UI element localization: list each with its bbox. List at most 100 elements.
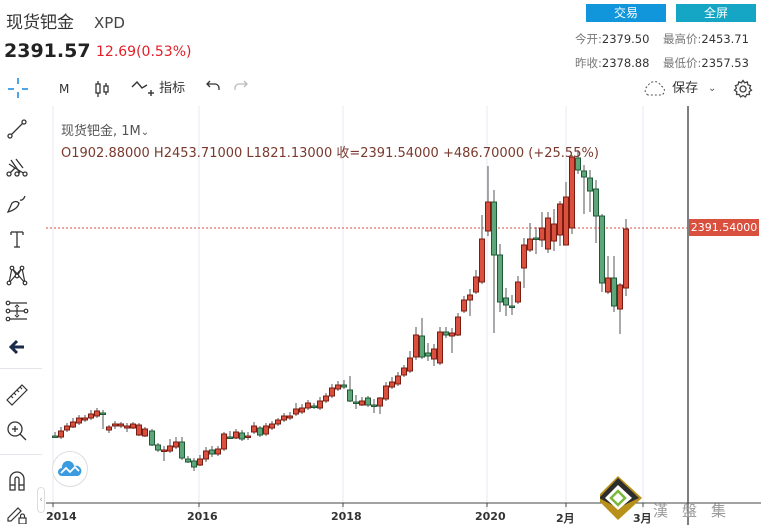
hide-toolbar-button[interactable] — [4, 334, 30, 360]
brush-tool[interactable] — [4, 191, 30, 217]
candle-up — [335, 381, 341, 391]
crosshair-tool-button[interactable] — [6, 76, 32, 102]
brush-icon — [6, 195, 26, 214]
candle-up — [118, 422, 124, 428]
candle-down — [353, 395, 359, 409]
magnet-tool[interactable] — [4, 468, 30, 494]
high-label: 最高价: — [663, 32, 702, 46]
candle-up — [527, 223, 533, 252]
candle-up — [136, 423, 142, 436]
candle-up — [359, 397, 365, 406]
candle-down — [365, 396, 371, 407]
candle-up — [437, 327, 443, 365]
candle-up — [221, 432, 227, 451]
settings-button[interactable] — [733, 76, 755, 102]
chart-toolbar: M 指标 保存 ⌄ — [0, 76, 761, 104]
candle-up — [173, 437, 179, 449]
redo-button[interactable] — [233, 76, 249, 102]
candle-up — [323, 393, 329, 403]
candle-up — [245, 432, 251, 440]
candle-up — [112, 421, 118, 429]
candle-down — [581, 165, 587, 214]
candle-up — [124, 423, 130, 432]
candle-up — [455, 313, 461, 336]
candle-down — [227, 431, 233, 439]
candle-up — [106, 425, 112, 433]
x-axis-label: 2018 — [331, 510, 362, 523]
text-tool[interactable] — [4, 226, 30, 252]
candle-up — [329, 384, 335, 398]
undo-icon — [206, 80, 220, 90]
ruler-tool[interactable] — [4, 382, 30, 408]
x-axis-label: 2月 — [556, 512, 575, 525]
price-chart[interactable] — [46, 106, 761, 525]
candle-up — [485, 166, 491, 236]
crosshair-icon — [8, 78, 28, 98]
redo-icon — [234, 80, 248, 90]
candle-down — [425, 343, 431, 361]
legend-title: 现货钯金, 1M — [61, 124, 141, 139]
candle-up — [94, 408, 100, 418]
save-dropdown-button[interactable]: ⌄ — [708, 76, 716, 102]
candle-up — [395, 372, 401, 386]
candle-up — [82, 415, 88, 422]
lock-drawings-tool[interactable] — [4, 500, 30, 525]
last-price-tag: 2391.54000 — [689, 219, 759, 236]
candle-up — [401, 365, 407, 377]
x-axis-label: 2020 — [475, 510, 506, 523]
candle-up — [557, 201, 563, 246]
fullscreen-button[interactable]: 全屏 — [676, 4, 756, 22]
candle-up — [515, 276, 521, 304]
candle-up — [389, 377, 395, 389]
candlestick-icon — [95, 81, 109, 97]
last-price: 2391.57 — [4, 40, 91, 62]
candle-up — [215, 446, 221, 456]
candle-up — [407, 351, 413, 373]
indicators-icon — [131, 80, 154, 96]
candle-down — [599, 214, 605, 292]
save-label: 保存 — [672, 81, 699, 96]
candle-down — [341, 380, 347, 389]
candle-up — [617, 283, 623, 334]
measure-tool[interactable] — [4, 298, 30, 324]
chart-legend-title[interactable]: 现货钯金, 1M⌄ — [61, 120, 149, 139]
collapse-toolbar-handle[interactable]: ‹ — [37, 487, 45, 513]
pitchfork-tool[interactable] — [4, 154, 30, 180]
candle-up — [130, 422, 136, 429]
candle-up — [299, 404, 305, 414]
candle-down — [257, 426, 263, 437]
trade-button[interactable]: 交易 — [586, 4, 666, 22]
price-change: 12.69(0.53%) — [96, 44, 192, 60]
candle-down — [155, 443, 161, 452]
pattern-tool[interactable] — [4, 262, 30, 288]
candle-up — [233, 429, 239, 439]
candle-down — [179, 437, 185, 460]
candle-up — [76, 415, 82, 425]
candle-down — [503, 288, 509, 316]
brand-logo-button[interactable] — [52, 451, 88, 487]
candle-up — [167, 439, 173, 453]
indicators-button[interactable]: 指标 — [131, 76, 185, 102]
candle-up — [563, 182, 569, 246]
trend-line-tool[interactable] — [4, 116, 30, 142]
candle-down — [209, 446, 215, 457]
undo-button[interactable] — [205, 76, 221, 102]
ruler-icon — [6, 384, 28, 406]
zoom-in-tool[interactable] — [4, 418, 30, 444]
candle-up — [449, 328, 455, 353]
save-button[interactable]: 保存 — [642, 76, 698, 102]
instrument-title: 现货钯金 XPD — [6, 8, 125, 33]
candle-up — [70, 418, 76, 428]
candle-up — [64, 423, 70, 432]
chart-type-button[interactable] — [94, 76, 110, 102]
open-value: 2379.50 — [601, 32, 650, 46]
chevron-down-icon: ⌄ — [708, 83, 717, 94]
prev-close-label: 昨收: — [575, 56, 602, 70]
candle-up — [605, 256, 611, 294]
candle-up — [251, 422, 257, 434]
candle-down — [587, 170, 593, 212]
candle-up — [317, 397, 323, 410]
candle-down — [185, 456, 191, 463]
interval-button[interactable]: M — [59, 82, 70, 96]
candle-up — [551, 209, 557, 251]
